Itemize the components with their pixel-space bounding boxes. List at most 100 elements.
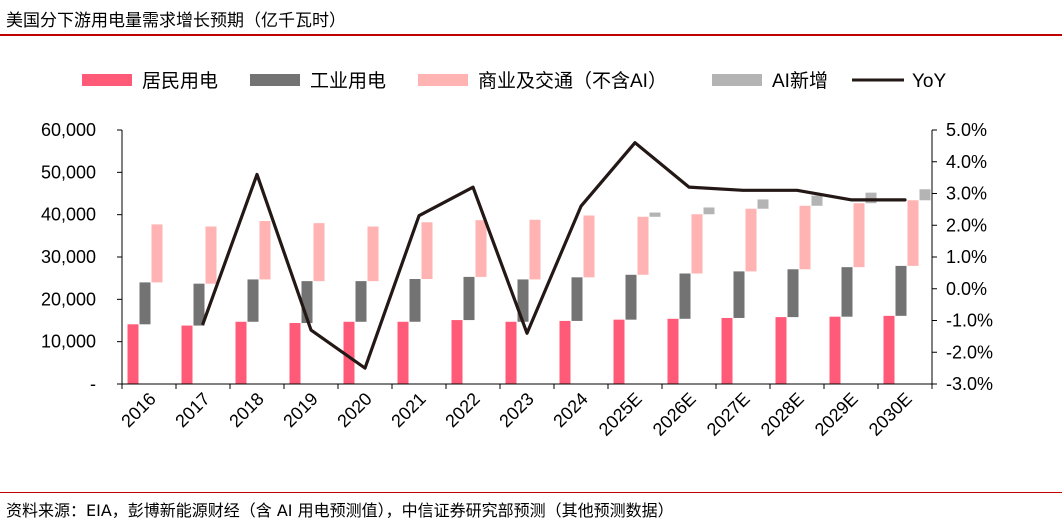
bar-commercial <box>529 219 541 280</box>
bar-residential <box>289 323 301 384</box>
yoy-line <box>201 141 907 370</box>
bar-residential <box>667 318 679 384</box>
right-tick-label: -2.0% <box>946 342 993 362</box>
bar-commercial <box>475 220 487 277</box>
bar-series <box>127 189 931 384</box>
bar-residential <box>181 325 193 384</box>
legend-label: YoY <box>912 71 946 92</box>
source-divider <box>0 492 1062 493</box>
x-tick-label: 2020 <box>333 389 375 431</box>
bar-commercial <box>799 205 811 270</box>
legend-label: AI新增 <box>772 70 828 92</box>
bar-industrial <box>571 277 583 321</box>
yoy-line-series <box>201 141 907 370</box>
bar-industrial <box>841 267 853 317</box>
bar-residential <box>613 319 625 384</box>
bar-industrial <box>787 269 799 318</box>
right-tick-label: 1.0% <box>946 247 987 267</box>
bar-commercial <box>421 222 433 280</box>
legend: 居民用电 工业用电 商业及交通（不含AI） AI新增 YoY <box>82 70 946 92</box>
left-tick-label: 50,000 <box>41 162 96 182</box>
right-tick-label: 3.0% <box>946 184 987 204</box>
bar-industrial <box>679 273 691 319</box>
left-tick-label: 60,000 <box>41 120 96 140</box>
x-tick-label: 2029E <box>811 389 862 440</box>
axes <box>117 129 937 389</box>
bar-residential <box>505 321 517 384</box>
bar-industrial <box>463 276 475 321</box>
bar-ai <box>865 192 877 204</box>
bar-industrial <box>193 283 205 326</box>
right-tick-label: 5.0% <box>946 120 987 140</box>
bar-ai <box>703 207 715 215</box>
bar-ai <box>757 199 769 209</box>
bar-residential <box>829 316 841 384</box>
legend-swatch <box>712 74 762 86</box>
bar-residential <box>775 317 787 384</box>
chart-title: 美国分下游用电量需求增长预期（亿千瓦时） <box>6 11 346 31</box>
bar-residential <box>235 321 247 384</box>
bar-commercial <box>583 215 595 278</box>
bar-residential <box>397 321 409 384</box>
bar-commercial <box>205 226 217 284</box>
bar-residential <box>559 320 571 384</box>
bar-residential <box>127 324 139 384</box>
x-tick-label: 2027E <box>703 389 754 440</box>
legend-swatch <box>250 74 300 86</box>
x-tick-label: 2022 <box>441 389 483 431</box>
legend-swatch <box>418 74 468 86</box>
bar-commercial <box>151 224 163 283</box>
bar-ai <box>919 189 931 201</box>
bar-industrial <box>247 279 259 322</box>
bar-commercial <box>907 200 919 266</box>
left-tick-label: 30,000 <box>41 247 96 267</box>
bar-industrial <box>517 279 529 322</box>
x-tick-label: 2023 <box>495 389 537 431</box>
x-tick-label: 2030E <box>865 389 916 440</box>
left-tick-label: 40,000 <box>41 205 96 225</box>
left-tick-label: - <box>90 374 96 394</box>
x-tick-label: 2016 <box>117 389 159 431</box>
bar-commercial <box>259 221 271 280</box>
bar-commercial <box>313 223 325 282</box>
bar-commercial <box>745 208 757 272</box>
bar-industrial <box>895 265 907 316</box>
bar-industrial <box>409 279 421 322</box>
left-tick-label: 10,000 <box>41 332 96 352</box>
x-tick-label: 2025E <box>595 389 646 440</box>
bar-industrial <box>355 281 367 322</box>
legend-label: 商业及交通（不含AI） <box>478 70 667 92</box>
x-tick-label: 2017 <box>171 389 213 431</box>
left-tick-label: 20,000 <box>41 289 96 309</box>
right-tick-label: 0.0% <box>946 279 987 299</box>
right-tick-label: 2.0% <box>946 215 987 235</box>
x-tick-label: 2024 <box>549 389 591 431</box>
bar-industrial <box>139 282 151 325</box>
x-tick-label: 2018 <box>225 389 267 431</box>
x-tick-label: 2019 <box>279 389 321 431</box>
title-divider <box>0 34 1062 36</box>
bar-commercial <box>637 216 649 275</box>
x-tick-label: 2028E <box>757 389 808 440</box>
bar-ai <box>811 195 823 206</box>
bar-commercial <box>691 214 703 274</box>
bar-residential <box>451 320 463 384</box>
right-tick-label: -1.0% <box>946 311 993 331</box>
bar-residential <box>721 317 733 384</box>
right-tick-label: -3.0% <box>946 374 993 394</box>
right-tick-label: 4.0% <box>946 152 987 172</box>
bar-industrial <box>625 274 637 320</box>
legend-swatch <box>82 74 132 86</box>
legend-label: 工业用电 <box>310 70 386 92</box>
bar-residential <box>883 315 895 384</box>
source-note: 资料来源：EIA，彭博新能源财经（含 AI 用电预测值），中信证券研究部预测（其… <box>6 501 674 520</box>
legend-label: 居民用电 <box>142 70 218 92</box>
x-tick-label: 2026E <box>649 389 700 440</box>
bar-commercial <box>853 203 865 268</box>
bar-industrial <box>733 271 745 318</box>
x-tick-label: 2021 <box>387 389 429 431</box>
bar-ai <box>649 212 661 217</box>
bar-commercial <box>367 226 379 282</box>
bar-industrial <box>301 281 313 324</box>
stacked-bar-line-chart: 居民用电 工业用电 商业及交通（不含AI） AI新增 YoY - 10,000 20,000… <box>41 70 993 440</box>
